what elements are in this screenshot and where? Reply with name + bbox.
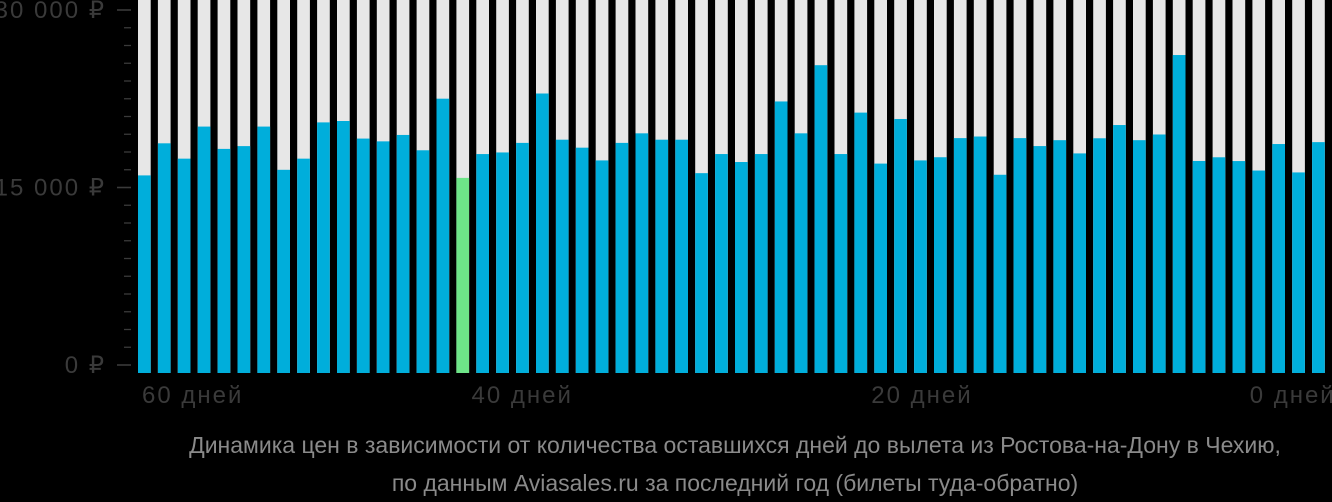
- svg-text:30 000 ₽: 30 000 ₽: [0, 0, 106, 24]
- svg-text:20 дней: 20 дней: [871, 382, 972, 409]
- svg-text:40 дней: 40 дней: [472, 382, 573, 409]
- svg-text:60 дней: 60 дней: [142, 382, 243, 409]
- svg-text:15 000 ₽: 15 000 ₽: [0, 175, 106, 202]
- svg-text:0 дней: 0 дней: [1250, 382, 1332, 409]
- svg-text:0 ₽: 0 ₽: [65, 352, 106, 379]
